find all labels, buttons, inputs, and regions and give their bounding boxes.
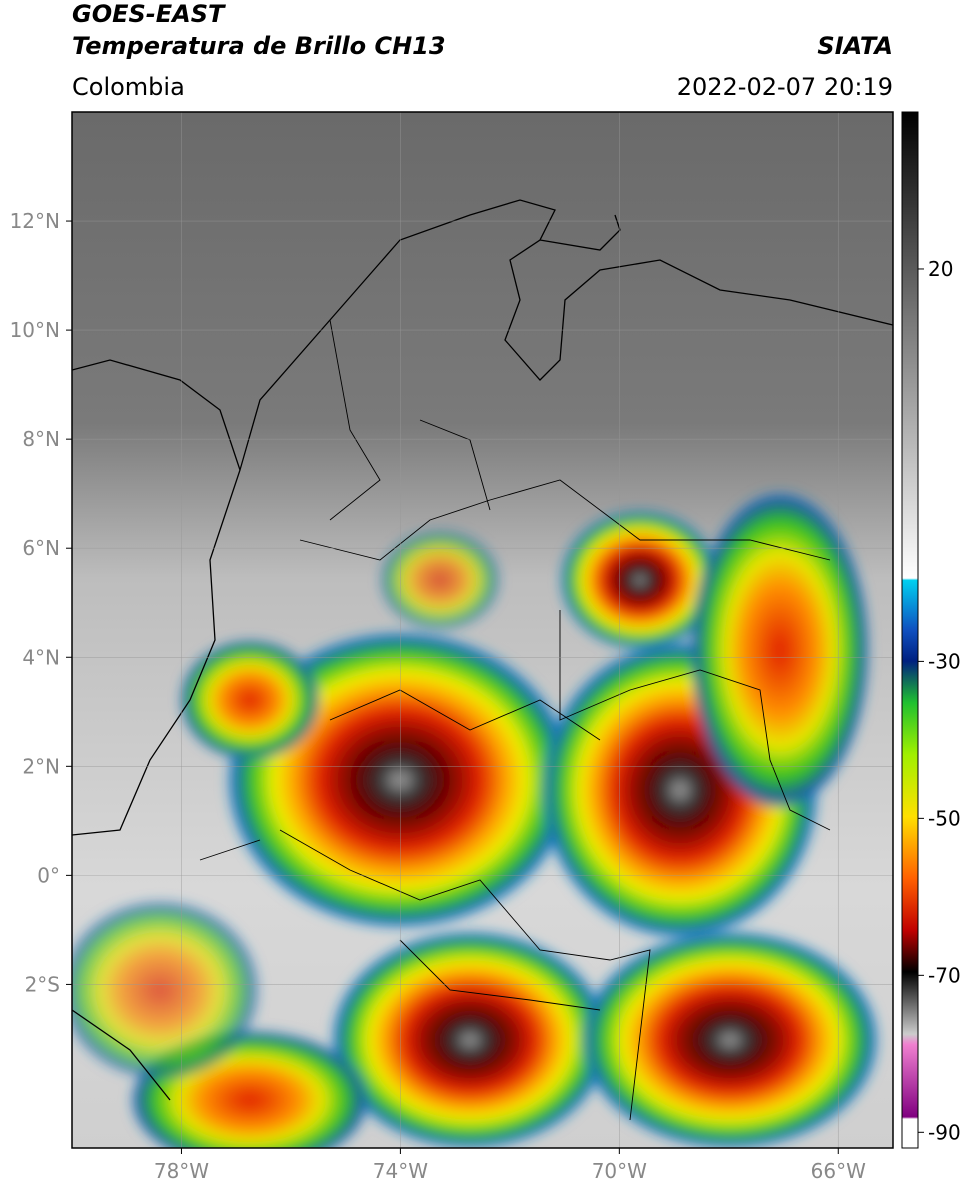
y-tick-label: 4°N xyxy=(22,645,60,669)
x-tick-label: 74°W xyxy=(373,1159,428,1183)
colorbar xyxy=(901,111,919,1149)
title: GOES-EAST xyxy=(72,0,226,28)
colorbar-tick-label: 20 xyxy=(928,257,953,281)
y-tick-label: 6°N xyxy=(22,536,60,560)
x-tick-label: 78°W xyxy=(154,1159,209,1183)
y-tick-label: 2°S xyxy=(25,972,60,996)
y-tick-label: 2°N xyxy=(22,754,60,778)
y-tick-label: 10°N xyxy=(10,318,60,342)
datetime: 2022-02-07 20:19 xyxy=(677,73,893,101)
grid xyxy=(72,112,893,1148)
colorbar-tick-label: -70 xyxy=(928,963,961,987)
colorbar-tick-label: -90 xyxy=(928,1120,961,1144)
y-tick-label: 12°N xyxy=(10,209,60,233)
satellite-image xyxy=(72,112,893,1148)
x-tick-label: 70°W xyxy=(592,1159,647,1183)
subtitle: Temperatura de Brillo CH13 xyxy=(72,32,446,60)
colorbar-tick-label: -30 xyxy=(928,649,961,673)
x-tick-label: 66°W xyxy=(811,1159,866,1183)
colorbar-tick-label: -50 xyxy=(928,806,961,830)
y-tick-label: 0° xyxy=(37,863,60,887)
map-frame xyxy=(71,111,894,1149)
y-tick-label: 8°N xyxy=(22,427,60,451)
source: SIATA xyxy=(817,32,893,60)
region: Colombia xyxy=(72,73,185,101)
